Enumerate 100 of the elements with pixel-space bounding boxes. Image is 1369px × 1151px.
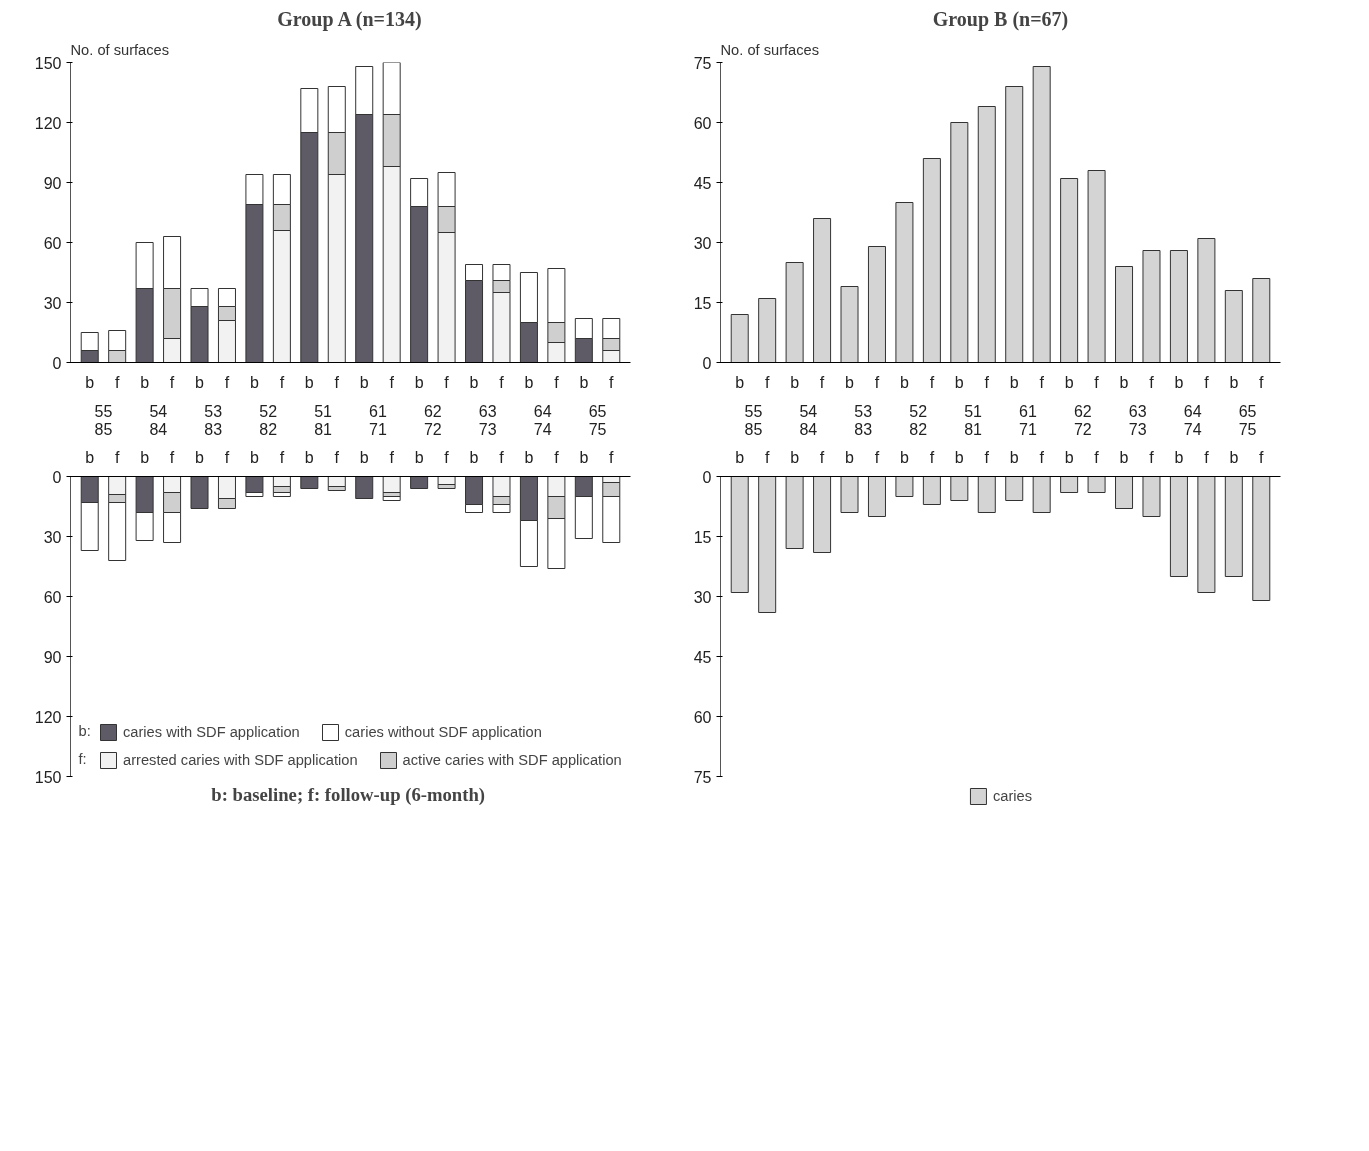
text: 72 bbox=[423, 420, 442, 438]
bar bbox=[1197, 238, 1216, 363]
bar bbox=[1087, 476, 1106, 493]
text: 51 bbox=[314, 402, 333, 420]
x-tick-label: b bbox=[579, 448, 589, 466]
x-tick-label: b bbox=[359, 373, 369, 391]
bar bbox=[785, 476, 804, 549]
x-tick-label: f bbox=[389, 448, 395, 466]
bar bbox=[1087, 170, 1106, 363]
x-tick-label: b bbox=[845, 373, 855, 391]
x-tick-label: f bbox=[224, 373, 230, 391]
bar bbox=[1115, 476, 1134, 509]
y-tick-label: 60 bbox=[43, 588, 62, 606]
bar bbox=[1169, 250, 1188, 363]
y-tick-label: 15 bbox=[693, 528, 712, 546]
bar bbox=[977, 476, 996, 513]
x-tick-label: f bbox=[1039, 448, 1045, 466]
x-tick-label: b bbox=[359, 448, 369, 466]
text: 52 bbox=[259, 402, 278, 420]
text: 54 bbox=[149, 402, 168, 420]
text: 54 bbox=[799, 402, 818, 420]
x-tick-label: f bbox=[609, 373, 615, 391]
text: 72 bbox=[1073, 420, 1092, 438]
y-tick-label: 60 bbox=[693, 708, 712, 726]
legend-label: caries without SDF application bbox=[344, 724, 542, 740]
bar bbox=[382, 476, 401, 493]
text: 82 bbox=[909, 420, 928, 438]
bar bbox=[813, 218, 832, 363]
x-tick-label: f bbox=[169, 448, 175, 466]
bar bbox=[1060, 178, 1079, 363]
x-tick-label: f bbox=[609, 448, 615, 466]
bar bbox=[950, 122, 969, 363]
x-tick-label: b bbox=[249, 373, 259, 391]
text: 52 bbox=[909, 402, 928, 420]
x-tick-label: b bbox=[845, 448, 855, 466]
text: 75 bbox=[588, 420, 607, 438]
text: 64 bbox=[1183, 402, 1202, 420]
x-tick-label: f bbox=[224, 448, 230, 466]
bar bbox=[758, 298, 777, 363]
bar bbox=[1005, 86, 1024, 363]
y-tick-label: 45 bbox=[693, 648, 712, 666]
x-tick-label: f bbox=[1259, 373, 1265, 391]
x-tick-label: f bbox=[874, 448, 880, 466]
x-tick-label: b bbox=[954, 448, 964, 466]
y-tick-label: 150 bbox=[34, 768, 62, 786]
bar bbox=[730, 476, 749, 593]
y-tick-label: 75 bbox=[693, 54, 712, 72]
bar bbox=[300, 476, 319, 489]
x-tick-label: f bbox=[929, 448, 935, 466]
y-tick-label: 150 bbox=[34, 54, 62, 72]
x-tick-label: b bbox=[1064, 373, 1074, 391]
y-tick-label: 90 bbox=[43, 174, 62, 192]
text: 81 bbox=[964, 420, 983, 438]
x-tick-label: b bbox=[790, 373, 800, 391]
x-tick-label: f bbox=[929, 373, 935, 391]
x-tick-label: b bbox=[735, 373, 745, 391]
text: 85 bbox=[94, 420, 113, 438]
bar bbox=[895, 476, 914, 497]
y-tick-label: 30 bbox=[43, 294, 62, 312]
x-tick-label: f bbox=[874, 373, 880, 391]
y-tick-label: 30 bbox=[43, 528, 62, 546]
x-tick-label: b bbox=[524, 373, 534, 391]
bar bbox=[785, 262, 804, 363]
text: 75 bbox=[1238, 420, 1257, 438]
bar bbox=[1115, 266, 1134, 363]
bar bbox=[758, 476, 777, 613]
bar bbox=[1142, 250, 1161, 363]
x-tick-label: b bbox=[195, 373, 205, 391]
x-tick-label: b bbox=[140, 373, 150, 391]
text: 71 bbox=[369, 420, 387, 438]
bar bbox=[867, 476, 886, 517]
x-tick-label: b bbox=[414, 448, 424, 466]
x-tick-label: b bbox=[899, 448, 909, 466]
x-tick-label: b bbox=[899, 373, 909, 391]
text: 53 bbox=[204, 402, 223, 420]
x-tick-label: f bbox=[1094, 448, 1100, 466]
chart-title: Group A (n=134) bbox=[277, 7, 422, 31]
text: 73 bbox=[478, 420, 497, 438]
x-tick-label: f bbox=[389, 373, 395, 391]
x-tick-label: b bbox=[524, 448, 534, 466]
y-tick-label: 30 bbox=[693, 234, 712, 252]
x-tick-label: b bbox=[85, 373, 95, 391]
legend-label: active caries with SDF application bbox=[402, 752, 622, 768]
bar bbox=[867, 246, 886, 363]
annotation: f: bbox=[78, 750, 87, 767]
text: 73 bbox=[1128, 420, 1147, 438]
y-tick-label: 75 bbox=[693, 768, 712, 786]
text: 61 bbox=[1019, 402, 1037, 420]
x-tick-label: f bbox=[554, 373, 560, 391]
x-tick-label: b bbox=[1009, 448, 1019, 466]
y-tick-label: 120 bbox=[34, 708, 62, 726]
y-tick-label: 15 bbox=[693, 294, 712, 312]
x-tick-label: b bbox=[140, 448, 150, 466]
text: 53 bbox=[854, 402, 873, 420]
bar bbox=[840, 476, 859, 513]
bar bbox=[1197, 476, 1216, 593]
y-tick-label: 120 bbox=[34, 114, 62, 132]
y-tick-label: 90 bbox=[43, 648, 62, 666]
x-tick-label: f bbox=[819, 373, 825, 391]
legend-label: caries bbox=[992, 788, 1033, 804]
